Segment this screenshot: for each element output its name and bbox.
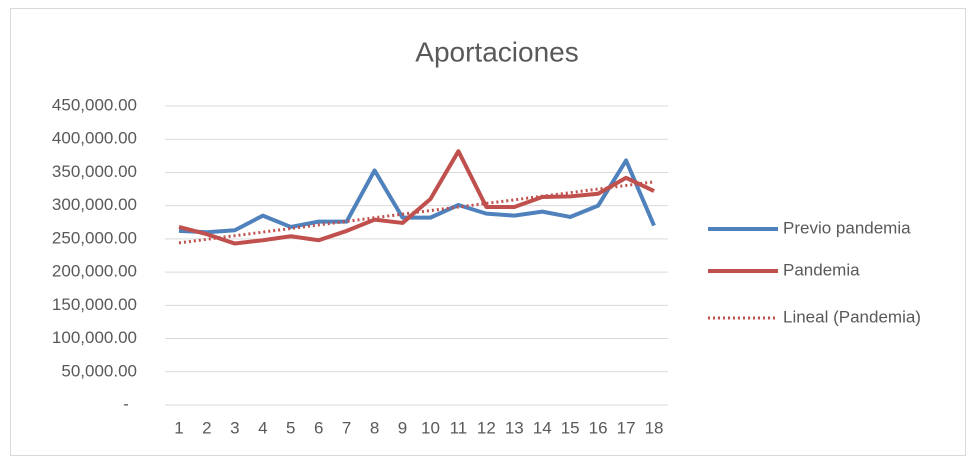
legend-label: Pandemia (783, 260, 860, 279)
x-tick-label: 4 (258, 418, 267, 437)
x-tick-label: 15 (561, 418, 580, 437)
y-tick-label: 450,000.00 (52, 95, 137, 114)
y-tick-label: 350,000.00 (52, 162, 137, 181)
x-tick-label: 12 (477, 418, 496, 437)
y-tick-label: 250,000.00 (52, 228, 137, 247)
x-tick-label: 9 (398, 418, 407, 437)
x-tick-label: 5 (286, 418, 295, 437)
y-tick-label: 100,000.00 (52, 328, 137, 347)
legend-label: Lineal (Pandemia) (783, 307, 921, 326)
y-tick-label: 200,000.00 (52, 262, 137, 281)
x-tick-label: 2 (202, 418, 211, 437)
x-tick-label: 16 (589, 418, 608, 437)
series-line (178, 149, 655, 246)
x-tick-label: 3 (230, 418, 239, 437)
y-tick-label: - (123, 394, 129, 413)
y-tick-label: 400,000.00 (52, 129, 137, 148)
y-tick-label: 150,000.00 (52, 295, 137, 314)
legend-label: Previo pandemia (783, 218, 911, 237)
series-line (178, 158, 656, 235)
y-tick-label: 50,000.00 (61, 361, 137, 380)
x-tick-label: 6 (314, 418, 323, 437)
x-tick-label: 17 (617, 418, 636, 437)
x-tick-label: 18 (645, 418, 664, 437)
x-tick-label: 13 (505, 418, 524, 437)
x-tick-label: 1 (174, 418, 183, 437)
x-tick-label: 8 (370, 418, 379, 437)
x-tick-label: 7 (342, 418, 351, 437)
x-tick-label: 10 (421, 418, 440, 437)
x-tick-label: 11 (450, 418, 468, 437)
x-tick-label: 14 (533, 418, 552, 437)
y-tick-label: 300,000.00 (52, 195, 137, 214)
chart-border (10, 8, 966, 456)
chart-title: Aportaciones (415, 36, 578, 67)
